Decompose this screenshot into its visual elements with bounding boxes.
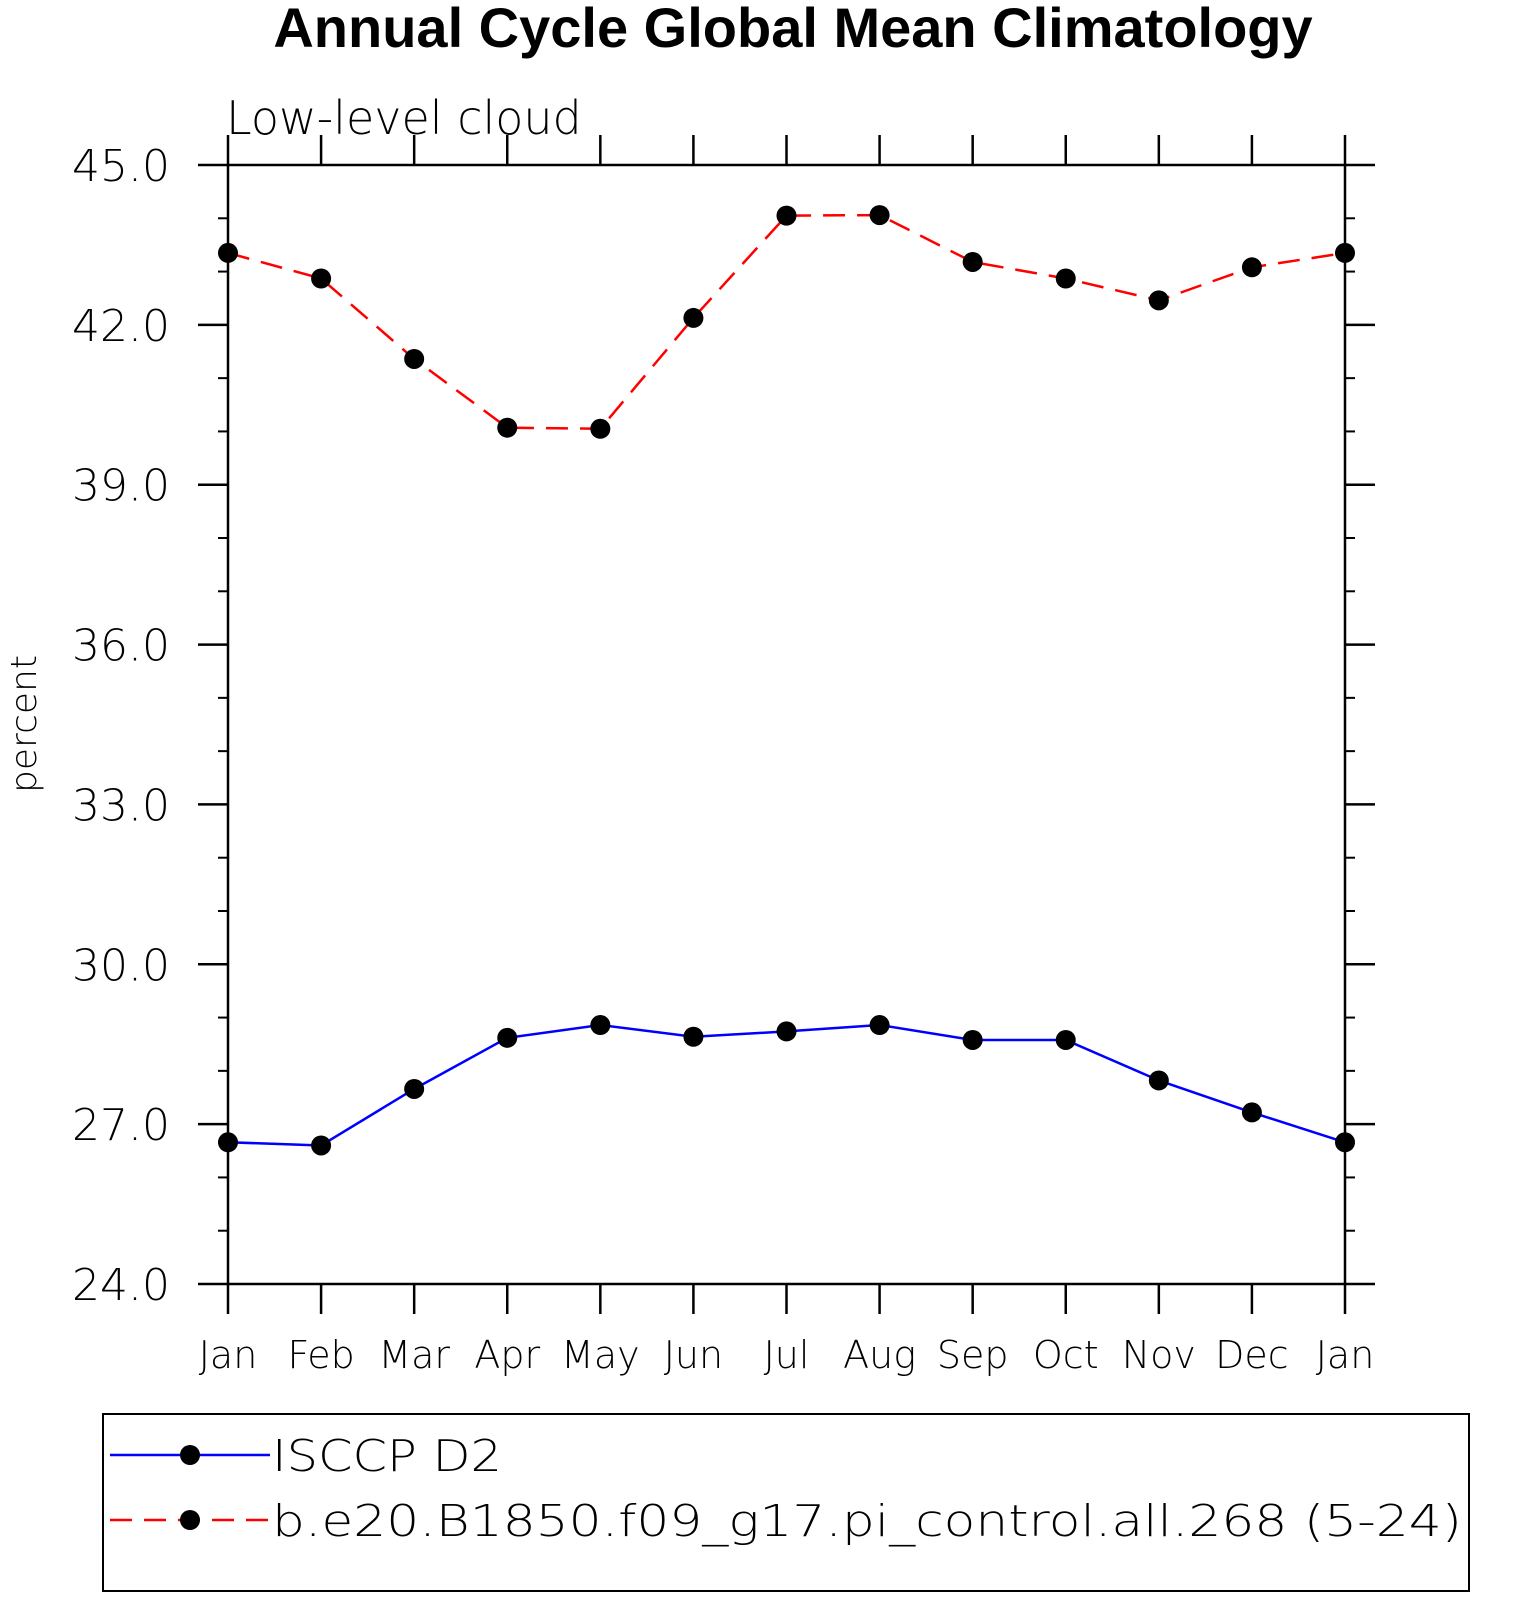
- y-tick-label: 24.0: [72, 1260, 170, 1311]
- data-point: [590, 418, 611, 439]
- x-tick-label: Nov: [1122, 1333, 1196, 1377]
- x-tick-label: May: [561, 1333, 640, 1377]
- x-tick-label: Jan: [199, 1333, 258, 1377]
- data-point: [1055, 268, 1076, 289]
- x-tick-label: Aug: [843, 1333, 916, 1377]
- data-point: [497, 417, 518, 438]
- y-tick-label: 30.0: [72, 940, 170, 991]
- data-point: [1055, 1029, 1076, 1050]
- legend-marker: [180, 1445, 200, 1465]
- data-point: [869, 1015, 890, 1036]
- legend-marker: [180, 1510, 200, 1530]
- x-tick-label: Jan: [1316, 1333, 1375, 1377]
- x-tick-label: Dec: [1215, 1333, 1289, 1377]
- x-tick-labels: Jan Feb Mar Apr May Jun Jul Aug Sep Oct Nov Dec Jan: [199, 1333, 1375, 1377]
- series-line: [227, 1023, 1346, 1147]
- y-tick-label: 39.0: [72, 461, 170, 512]
- data-point: [404, 348, 425, 369]
- data-point: [218, 242, 238, 263]
- x-tick-label: Sep: [937, 1333, 1009, 1377]
- data-point: [962, 251, 983, 272]
- x-tick-label: Mar: [378, 1333, 450, 1377]
- x-tick-label: Jul: [764, 1333, 810, 1377]
- data-point: [1335, 1132, 1355, 1153]
- y-tick-label: 45.0: [72, 141, 170, 192]
- data-point: [683, 307, 704, 328]
- data-point: [311, 1135, 332, 1156]
- y-axis-label: percent: [4, 655, 45, 793]
- legend-label: b.e20.B1850.f09_g17.pi_control.all.268 (…: [272, 1496, 1462, 1547]
- y-tick-label: 42.0: [72, 301, 170, 352]
- x-tick-label: Oct: [1033, 1333, 1099, 1377]
- series-1: [218, 1015, 1355, 1156]
- chart-title: Annual Cycle Global Mean Climatology: [273, 0, 1312, 59]
- data-point: [311, 268, 332, 289]
- x-tick-label: Apr: [474, 1333, 540, 1377]
- legend: ISCCP D2 b.e20.B1850.f09_g17.pi_control.a…: [110, 1431, 1462, 1547]
- data-point: [1148, 290, 1169, 311]
- data-point: [776, 205, 797, 226]
- y-tick-label: 36.0: [72, 621, 170, 672]
- data-point: [404, 1078, 425, 1099]
- data-point: [1241, 257, 1262, 278]
- x-tick-label: Feb: [287, 1333, 354, 1377]
- data-point: [869, 205, 890, 226]
- series-layer: [218, 205, 1355, 1156]
- y-tick-label: 33.0: [72, 780, 170, 831]
- data-point: [497, 1027, 518, 1048]
- data-point: [218, 1132, 238, 1153]
- y-tick-labels: 24.0 27.0 30.0 33.0 36.0 39.0 42.0 45.0: [72, 141, 170, 1311]
- series-2: [218, 205, 1355, 439]
- data-point: [1148, 1070, 1169, 1091]
- x-tick-label: Jun: [664, 1333, 723, 1377]
- axis-ticks: [198, 135, 1375, 1314]
- data-point: [776, 1021, 797, 1042]
- chart-subtitle: Low-level cloud: [226, 91, 582, 145]
- data-point: [1241, 1102, 1262, 1123]
- legend-box: [102, 1413, 1470, 1592]
- data-point: [1335, 242, 1355, 263]
- legend-label: ISCCP D2: [272, 1431, 502, 1482]
- data-point: [962, 1029, 983, 1050]
- y-tick-label: 27.0: [72, 1100, 170, 1151]
- data-point: [683, 1026, 704, 1047]
- series-line: [227, 213, 1346, 431]
- data-point: [590, 1015, 611, 1036]
- plot-frame: [226, 163, 1347, 1286]
